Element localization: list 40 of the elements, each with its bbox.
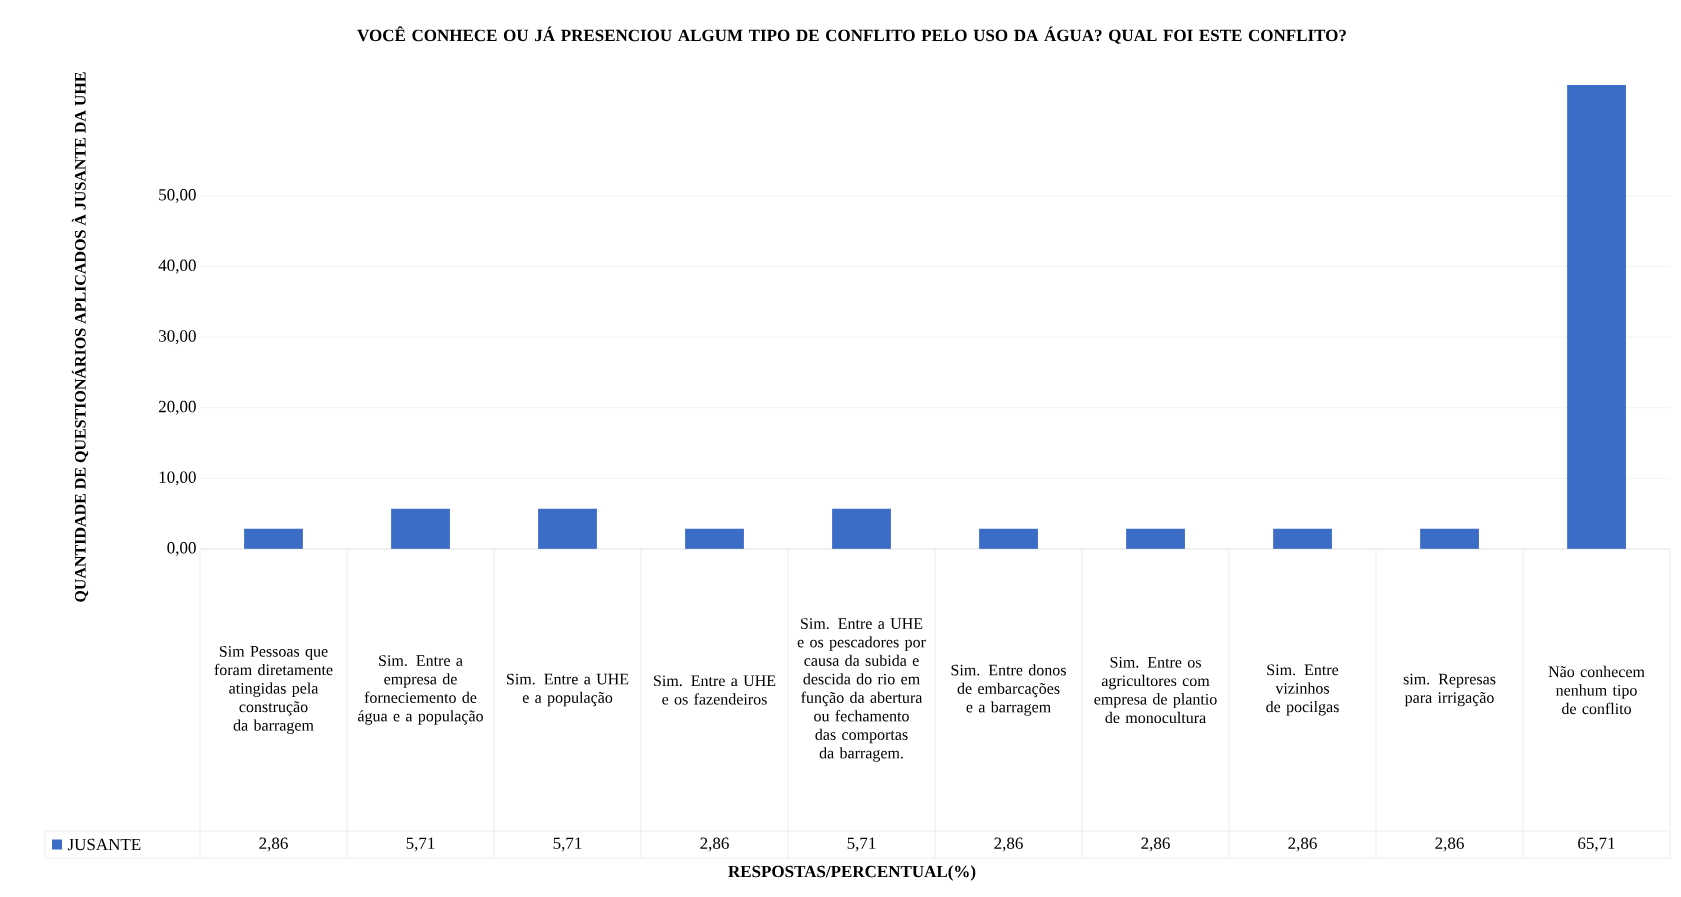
x-tick-label: Sim. Entre os agricultores com empresa de plantio de monocultura [1094,656,1217,724]
bar [244,528,303,549]
y-tick-label: 10,00 [159,471,196,486]
y-tick-label: 40,00 [158,259,196,274]
x-tick-label: Sim Pessoas que foram diretamente atingidas pela construção da barragem [214,645,333,735]
bar [685,528,744,549]
x-tick-label: Sim. Entre vizinhos de pocilgas [1266,664,1339,716]
y-tick-label: 0,00 [167,542,196,556]
legend-label: JUSANTE [67,838,141,851]
bar [391,508,450,549]
bar [1273,528,1332,549]
x-tick-label: Sim. Entre donos de embarcações e a barragem [951,664,1066,716]
data-label: 5,71 [847,837,876,852]
bar [1420,528,1479,549]
data-label: 5,71 [553,837,582,852]
text: RESPOSTAS/PERCENTUAL(%) [728,865,976,881]
x-tick-label: Não conhecem nenhum tipo de conflito [1548,665,1645,715]
x-tick-label: Sim. Entre a UHE e os pescadores por causa da subida e descida do rio em função da abertura ou fechamento das comportas da barragem. [797,618,926,762]
bar [538,508,597,549]
data-label: 2,86 [1435,837,1464,852]
y-tick-label: 50,00 [159,189,196,203]
data-label: 5,71 [406,837,435,852]
chart-title: VOCÊ CONHECE OU JÁ PRESENCIOU ALGUM TIPO DE CONFLITO PELO USO DA ÁGUA? QUAL FOI ESTE CONFLITO? [357,26,1346,44]
y-axis-title: QUANTIDADE DE QUESTIONÁRIOS APLICADOS À JUSANTE DA UHE [71,72,89,602]
data-label: 2,86 [994,837,1023,852]
bar [979,528,1038,549]
x-tick-label: Sim. Entre a empresa de forneciemento de água e a população [357,655,483,725]
data-label: 2,86 [1288,837,1317,852]
data-label: 65,71 [1578,837,1615,852]
bar [1567,85,1626,549]
y-tick-label: 30,00 [159,330,196,345]
data-label: 2,86 [1141,837,1170,852]
x-tick-label: Sim. Entre a UHE e a população [507,673,629,707]
bar [832,508,891,549]
data-label: 2,86 [259,837,288,852]
x-tick-label: sim. Represas para irrigação [1403,673,1496,707]
x-tick-label: Sim. Entre a UHE e os fazendeiros [654,675,776,705]
bar [1126,528,1185,549]
data-label: 2,86 [700,837,729,852]
y-tick-label: 20,00 [158,400,196,415]
